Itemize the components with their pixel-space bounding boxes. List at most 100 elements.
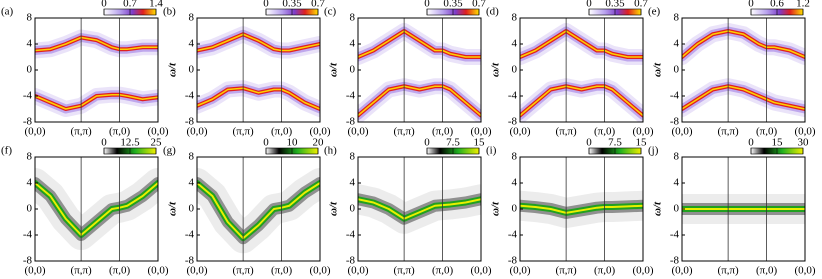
x-tick-label: (π,π) (71, 126, 93, 138)
y-tick-label: 0 (189, 64, 195, 76)
x-tick-label: (π,π) (556, 265, 578, 277)
x-tick-label: (π,0) (594, 265, 615, 277)
y-tick-label: 8 (674, 12, 680, 24)
y-tick-label: 8 (189, 151, 195, 163)
x-tick-label: (π,π) (718, 265, 740, 277)
panel-label: (i) (486, 145, 497, 157)
colorbar-tick-label: 30 (798, 137, 810, 149)
y-tick-label: 0 (512, 203, 518, 215)
y-axis-label: ω/t (490, 201, 502, 216)
band-line (197, 182, 320, 240)
colorbar-tick-label: 0 (101, 137, 107, 149)
panel-label: (h) (324, 145, 337, 157)
colorbar-tick-label: 1.2 (796, 0, 810, 10)
panel-label: (g) (163, 145, 176, 157)
band-line (35, 36, 158, 52)
x-tick-label: (0,0) (147, 265, 168, 277)
y-tick-label: 4 (350, 177, 356, 189)
colorbar-tick-label: 15 (636, 137, 648, 149)
y-tick-label: -4 (346, 229, 356, 241)
band-line (358, 85, 481, 117)
x-tick-label: (0,0) (186, 265, 207, 277)
y-tick-label: 4 (350, 38, 356, 50)
colorbar-tick-label: 0.7 (634, 0, 648, 10)
y-tick-label: 4 (512, 38, 518, 50)
x-tick-label: (0,0) (347, 126, 368, 138)
y-tick-label: 8 (512, 151, 518, 163)
y-tick-label: 8 (350, 151, 356, 163)
x-tick-label: (0,0) (186, 126, 207, 138)
x-tick-label: (π,0) (432, 126, 453, 138)
colorbar-tick-label: 0.6 (770, 0, 784, 10)
plot-area (35, 168, 158, 250)
y-tick-label: -4 (185, 90, 195, 102)
y-tick-label: 4 (674, 38, 680, 50)
colorbar-tick-label: 0.35 (605, 0, 625, 10)
panel-label: (e) (648, 6, 661, 18)
y-tick-label: -8 (670, 255, 680, 267)
y-tick-label: 0 (27, 64, 33, 76)
y-tick-label: 8 (512, 12, 518, 24)
y-tick-label: -4 (23, 229, 33, 241)
plot-area (520, 190, 643, 228)
band-line (35, 182, 158, 236)
y-tick-label: 4 (189, 177, 195, 189)
y-tick-label: -8 (346, 116, 356, 128)
y-tick-label: 0 (27, 203, 33, 215)
y-tick-label: 4 (27, 38, 33, 50)
colorbar-tick-label: 0.7 (123, 0, 137, 10)
x-tick-label: (π,0) (756, 126, 777, 138)
x-tick-label: (π,π) (394, 126, 416, 138)
y-axis-label: ω/t (652, 201, 664, 216)
band-line (682, 85, 805, 110)
y-tick-label: 0 (350, 64, 356, 76)
colorbar-tick-label: 0.7 (311, 0, 325, 10)
band-line (520, 30, 643, 58)
x-tick-label: (0,0) (509, 265, 530, 277)
x-tick-label: (π,0) (271, 265, 292, 277)
y-tick-label: -4 (670, 229, 680, 241)
y-tick-label: -4 (185, 229, 195, 241)
plot-area (197, 168, 320, 254)
band-line (520, 204, 643, 214)
x-tick-label: (0,0) (509, 126, 530, 138)
y-tick-label: -4 (23, 90, 33, 102)
colorbar-tick-label: 15 (772, 137, 784, 149)
y-tick-label: 8 (27, 151, 33, 163)
y-tick-label: 0 (189, 203, 195, 215)
x-tick-label: (π,0) (756, 265, 777, 277)
x-tick-label: (π,π) (556, 126, 578, 138)
y-tick-label: 4 (189, 38, 195, 50)
plot-area (358, 23, 481, 122)
x-tick-label: (π,0) (109, 265, 130, 277)
colorbar-tick-label: 20 (313, 137, 325, 149)
panel-label: (c) (324, 6, 337, 18)
y-tick-label: -8 (23, 255, 33, 267)
y-tick-label: -8 (346, 255, 356, 267)
band-line (358, 30, 481, 58)
colorbar-tick-label: 0 (748, 137, 754, 149)
x-tick-label: (π,0) (271, 126, 292, 138)
x-tick-label: (π,0) (432, 265, 453, 277)
y-tick-label: -8 (185, 255, 195, 267)
y-tick-label: -4 (670, 90, 680, 102)
x-tick-label: (π,0) (594, 126, 615, 138)
x-tick-label: (0,0) (632, 265, 653, 277)
band-line (197, 87, 320, 110)
colorbar-tick-label: 0.35 (282, 0, 302, 10)
x-tick-label: (0,0) (671, 265, 692, 277)
panel-label: (d) (486, 6, 499, 18)
y-axis-label: ω/t (167, 62, 179, 77)
x-tick-label: (0,0) (632, 126, 653, 138)
x-tick-label: (0,0) (309, 265, 330, 277)
y-tick-label: -8 (670, 116, 680, 128)
y-tick-label: 0 (674, 203, 680, 215)
colorbar-tick-label: 1.4 (149, 0, 163, 10)
